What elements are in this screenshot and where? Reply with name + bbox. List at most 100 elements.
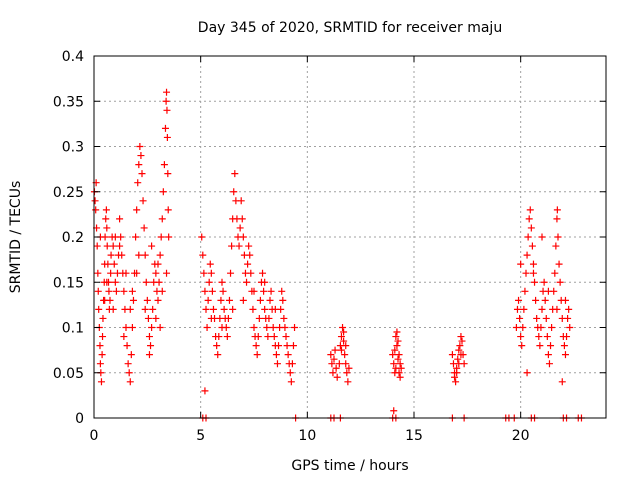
data-point [122, 324, 130, 331]
data-point [393, 342, 401, 350]
data-point [560, 342, 568, 350]
x-tick-label: 15 [405, 428, 423, 444]
data-point [341, 351, 349, 359]
data-point [395, 351, 403, 359]
data-point [244, 260, 252, 268]
data-point [286, 369, 294, 377]
data-point [519, 324, 527, 331]
data-point [517, 260, 525, 268]
data-point [105, 287, 113, 295]
x-tick-label: 10 [298, 428, 316, 444]
data-point [390, 360, 398, 368]
data-point [145, 351, 153, 359]
data-point [254, 333, 262, 341]
data-point [94, 287, 102, 295]
data-point [553, 215, 561, 223]
data-point [158, 215, 166, 223]
data-point [93, 242, 101, 250]
data-point [126, 305, 134, 313]
data-point [135, 161, 143, 169]
data-point [394, 337, 402, 345]
data-point [340, 328, 348, 336]
data-point [329, 369, 337, 377]
data-point [160, 161, 168, 169]
data-point [452, 378, 460, 386]
x-tick-label: 5 [196, 428, 205, 444]
y-tick-label: 0 [75, 411, 84, 427]
data-point [230, 188, 238, 196]
data-point [260, 287, 268, 295]
data-point [137, 152, 145, 160]
data-point [275, 342, 283, 350]
data-point [332, 364, 340, 372]
data-point [264, 333, 272, 341]
data-point [124, 360, 132, 368]
data-point [261, 305, 269, 313]
data-point [99, 314, 107, 322]
data-point [250, 324, 258, 331]
data-point [156, 251, 164, 259]
data-point [134, 179, 142, 187]
data-point [391, 346, 399, 354]
data-point [395, 369, 403, 377]
data-point [125, 369, 133, 377]
data-point [237, 197, 245, 205]
data-point [565, 305, 573, 313]
x-tick-label: 0 [90, 428, 99, 444]
data-point [512, 324, 520, 331]
data-point [112, 287, 120, 295]
data-point [104, 260, 112, 268]
data-point [120, 333, 128, 341]
data-point [536, 342, 544, 350]
data-point [128, 324, 136, 331]
data-point [553, 305, 561, 313]
data-point [340, 337, 348, 345]
data-point [335, 360, 343, 368]
chart-title: Day 345 of 2020, SRMTID for receiver maj… [198, 20, 502, 36]
data-point [99, 333, 107, 341]
data-point [392, 364, 400, 372]
data-point [563, 333, 571, 341]
data-point [243, 278, 251, 286]
data-point [136, 143, 144, 150]
data-point [218, 324, 226, 331]
data-point [214, 351, 222, 359]
data-point [342, 342, 350, 350]
data-point [458, 337, 466, 345]
data-point [457, 351, 465, 359]
data-point [389, 351, 397, 359]
y-axis-ticks: 0 0.05 0.1 0.15 0.2 0.25 0.3 0.35 0.4 [53, 49, 606, 427]
data-point [453, 364, 461, 372]
data-point [159, 188, 167, 196]
data-point [279, 296, 287, 304]
data-point [521, 287, 529, 295]
data-point [457, 333, 465, 341]
data-point [545, 360, 553, 368]
data-point [128, 287, 136, 295]
data-point [524, 233, 532, 241]
data-point [157, 233, 165, 241]
data-point [140, 224, 148, 232]
data-point [139, 197, 147, 205]
data-point [96, 360, 104, 368]
data-point [103, 278, 111, 286]
data-point [116, 242, 124, 250]
y-tick-label: 0.05 [53, 366, 84, 382]
data-point [327, 351, 335, 359]
data-point [164, 206, 172, 214]
data-point [208, 287, 216, 295]
data-point [158, 287, 166, 295]
data-point [218, 278, 226, 286]
data-point [102, 215, 110, 223]
data-point [148, 324, 156, 331]
data-point [537, 324, 545, 331]
data-point [544, 351, 552, 359]
data-point [280, 314, 288, 322]
x-axis-ticks: 0 5 10 15 20 [90, 56, 530, 444]
y-tick-label: 0.3 [62, 140, 84, 156]
data-point [271, 305, 279, 313]
data-point [553, 206, 561, 214]
data-point [525, 215, 533, 223]
data-point [109, 242, 117, 250]
data-point [236, 224, 244, 232]
